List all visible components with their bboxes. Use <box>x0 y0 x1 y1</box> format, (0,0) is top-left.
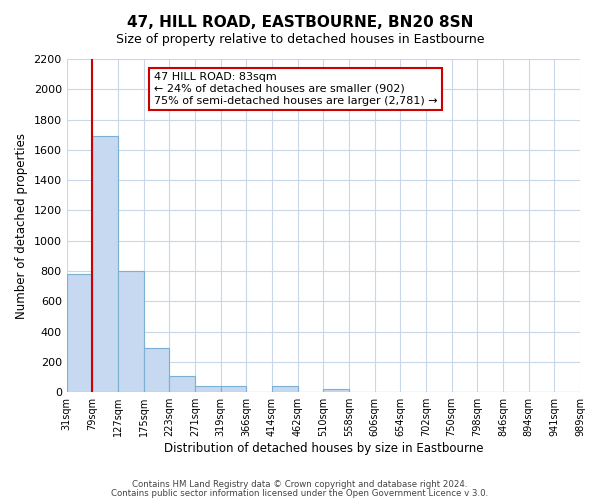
Bar <box>67 274 92 392</box>
Bar <box>118 271 143 392</box>
X-axis label: Distribution of detached houses by size in Eastbourne: Distribution of detached houses by size … <box>164 442 483 455</box>
Text: Contains public sector information licensed under the Open Government Licence v : Contains public sector information licen… <box>112 488 488 498</box>
Bar <box>323 389 349 392</box>
Text: Size of property relative to detached houses in Eastbourne: Size of property relative to detached ho… <box>116 32 484 46</box>
Bar <box>92 136 118 392</box>
Text: Contains HM Land Registry data © Crown copyright and database right 2024.: Contains HM Land Registry data © Crown c… <box>132 480 468 489</box>
Bar <box>272 386 298 392</box>
Bar <box>143 348 169 392</box>
Bar <box>195 386 221 392</box>
Y-axis label: Number of detached properties: Number of detached properties <box>15 132 28 318</box>
Bar <box>169 376 195 392</box>
Text: 47, HILL ROAD, EASTBOURNE, BN20 8SN: 47, HILL ROAD, EASTBOURNE, BN20 8SN <box>127 15 473 30</box>
Bar <box>221 386 247 392</box>
Text: 47 HILL ROAD: 83sqm
← 24% of detached houses are smaller (902)
75% of semi-detac: 47 HILL ROAD: 83sqm ← 24% of detached ho… <box>154 72 437 106</box>
